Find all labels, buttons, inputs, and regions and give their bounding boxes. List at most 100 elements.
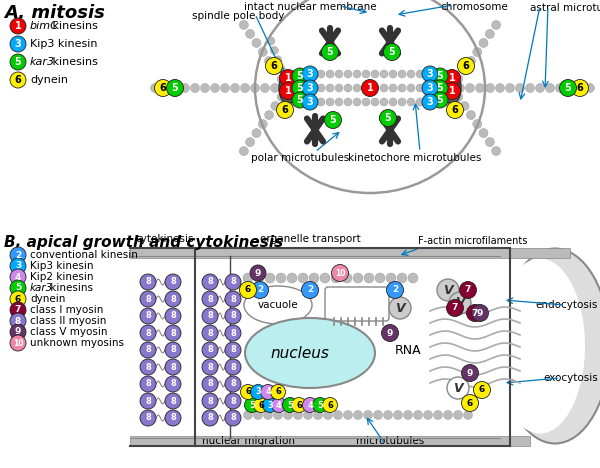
Circle shape	[407, 84, 415, 92]
Circle shape	[317, 84, 325, 92]
Text: 1: 1	[284, 86, 292, 96]
Text: 6: 6	[479, 386, 485, 395]
Circle shape	[252, 129, 261, 138]
Circle shape	[397, 273, 407, 283]
Circle shape	[560, 80, 577, 96]
Circle shape	[371, 84, 379, 92]
Circle shape	[263, 410, 272, 419]
Circle shape	[284, 410, 293, 419]
Circle shape	[225, 376, 241, 392]
Circle shape	[140, 291, 156, 307]
Circle shape	[202, 308, 218, 324]
Text: 3: 3	[14, 39, 22, 49]
Text: 9: 9	[15, 328, 21, 336]
Text: 8: 8	[145, 363, 151, 372]
Circle shape	[323, 397, 337, 412]
Circle shape	[140, 325, 156, 341]
Circle shape	[375, 273, 385, 283]
Text: endocytosis: endocytosis	[536, 300, 598, 310]
Circle shape	[161, 83, 170, 93]
Circle shape	[302, 397, 317, 412]
Text: kar3: kar3	[30, 283, 53, 293]
Circle shape	[165, 393, 181, 409]
Text: V: V	[443, 284, 453, 297]
Text: 6: 6	[14, 75, 22, 85]
Text: kar3: kar3	[30, 57, 55, 67]
Text: 8: 8	[230, 363, 236, 372]
Text: 3: 3	[427, 69, 433, 79]
Circle shape	[455, 83, 464, 93]
Circle shape	[362, 70, 370, 78]
Text: 8: 8	[170, 329, 176, 337]
Circle shape	[277, 74, 286, 83]
Circle shape	[545, 83, 554, 93]
Circle shape	[202, 393, 218, 409]
Circle shape	[10, 313, 26, 329]
Circle shape	[466, 83, 475, 93]
Circle shape	[225, 359, 241, 375]
Text: 6: 6	[327, 401, 333, 410]
Circle shape	[443, 70, 451, 78]
Circle shape	[344, 84, 352, 92]
Text: 9: 9	[255, 269, 261, 278]
Circle shape	[274, 56, 282, 64]
Circle shape	[243, 273, 253, 283]
Circle shape	[383, 410, 392, 419]
Circle shape	[398, 98, 406, 106]
Text: class II myosin: class II myosin	[30, 316, 106, 326]
Ellipse shape	[279, 72, 297, 104]
Circle shape	[460, 102, 469, 110]
Circle shape	[281, 74, 289, 83]
Circle shape	[416, 70, 424, 78]
Circle shape	[277, 93, 286, 102]
Circle shape	[225, 308, 241, 324]
Text: 8: 8	[207, 312, 213, 321]
Text: 1: 1	[284, 73, 292, 83]
Circle shape	[362, 84, 370, 92]
Circle shape	[433, 410, 443, 419]
Text: Kip3 kinesin: Kip3 kinesin	[30, 261, 94, 271]
Circle shape	[447, 377, 469, 399]
Text: 6: 6	[467, 398, 473, 408]
Circle shape	[225, 325, 241, 341]
Circle shape	[364, 273, 374, 283]
Circle shape	[191, 83, 199, 93]
Circle shape	[443, 82, 461, 100]
Text: 9: 9	[387, 329, 393, 337]
Circle shape	[271, 83, 280, 93]
Circle shape	[155, 80, 172, 96]
Ellipse shape	[500, 249, 600, 444]
Circle shape	[260, 385, 275, 400]
Text: spindle pole body: spindle pole body	[192, 11, 284, 21]
Circle shape	[466, 57, 475, 66]
Text: organelle transport: organelle transport	[260, 234, 361, 244]
Circle shape	[308, 84, 316, 92]
Circle shape	[389, 98, 397, 106]
Bar	[130, 436, 530, 446]
Circle shape	[290, 84, 298, 92]
Circle shape	[408, 273, 418, 283]
Text: 5: 5	[326, 47, 334, 57]
Circle shape	[335, 70, 343, 78]
Circle shape	[265, 58, 283, 74]
Circle shape	[245, 397, 260, 412]
Circle shape	[407, 98, 415, 106]
Text: kinetochore microtubules: kinetochore microtubules	[349, 153, 482, 163]
Text: 8: 8	[170, 380, 176, 388]
Circle shape	[476, 83, 485, 93]
Text: 6: 6	[271, 61, 277, 71]
Text: Kip3 kinesin: Kip3 kinesin	[30, 39, 97, 49]
Circle shape	[342, 273, 352, 283]
Text: 6: 6	[245, 285, 251, 294]
Circle shape	[317, 98, 325, 106]
Text: 3: 3	[15, 262, 21, 271]
Circle shape	[10, 54, 26, 70]
Text: 8: 8	[170, 345, 176, 354]
Text: 7: 7	[465, 285, 471, 294]
Text: 5: 5	[389, 47, 395, 57]
Text: 5: 5	[385, 113, 391, 123]
Circle shape	[407, 70, 415, 78]
Circle shape	[254, 410, 263, 419]
Circle shape	[437, 279, 459, 301]
Circle shape	[383, 44, 401, 60]
